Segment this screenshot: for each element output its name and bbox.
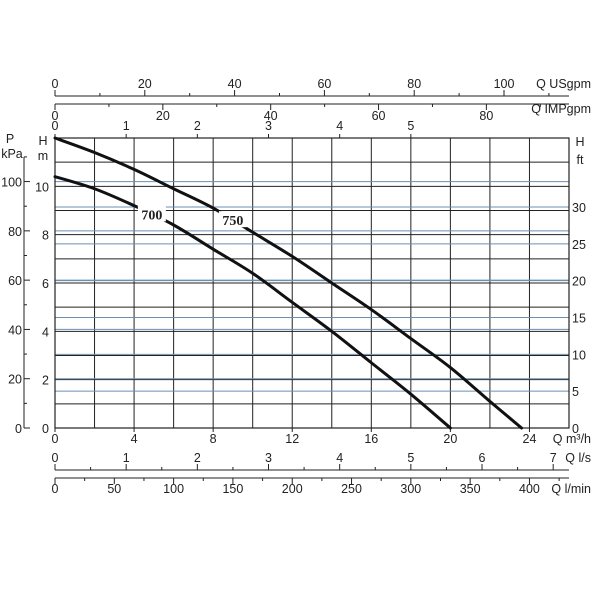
ls-unit-label: Q l/s — [565, 451, 591, 465]
y-tick-label: 8 — [42, 229, 49, 243]
ls-tick-label: 0 — [52, 451, 59, 465]
impgpm-tick-label: 40 — [264, 109, 278, 123]
x-tick-label: 4 — [131, 432, 138, 446]
axes-layer — [23, 90, 570, 484]
ft-tick-label: 10 — [572, 348, 586, 362]
ls-tick-label: 5 — [407, 451, 414, 465]
series-curve-700 — [53, 175, 452, 430]
ls-tick-label: 2 — [194, 451, 201, 465]
top-ls-tick-label: 4 — [336, 119, 343, 133]
x-tick-label: 16 — [364, 432, 378, 446]
usgpm-tick-label: 80 — [407, 77, 421, 91]
lmin-tick-label: 300 — [400, 482, 421, 496]
y-tick-label: 10 — [35, 180, 49, 194]
labels-layer: 0 4 8 12 16 20 24 Q m³/h0 1 2 3 4 5 6 7 Q l/s0 50 100 150 2… — [1, 77, 591, 496]
top-ls-tick-label: 1 — [123, 119, 130, 133]
kpa-tick-label: 60 — [8, 274, 22, 288]
ls-tick-label: 4 — [336, 451, 343, 465]
x-tick-label: 24 — [523, 432, 537, 446]
series-label-bg — [218, 211, 247, 228]
lmin-tick-label: 100 — [163, 482, 184, 496]
series-label-750: 750 — [222, 214, 243, 229]
usgpm-tick-label: 40 — [228, 77, 242, 91]
top-ls-tick-label: 3 — [265, 119, 272, 133]
top-ls-tick-label: 5 — [407, 119, 414, 133]
ls-tick-label: 6 — [479, 451, 486, 465]
ls-tick-label: 7 — [550, 451, 557, 465]
kpa-tick-label: 40 — [8, 323, 22, 337]
impgpm-tick-label: 0 — [52, 109, 59, 123]
ls-tick-label: 1 — [123, 451, 130, 465]
ft-tick-label: 0 — [572, 422, 579, 436]
lmin-unit-label: Q l/min — [551, 482, 591, 496]
lmin-tick-label: 400 — [519, 482, 540, 496]
kpa-tick-label: 80 — [8, 225, 22, 239]
ft-tick-label: 30 — [572, 201, 586, 215]
impgpm-tick-label: 20 — [156, 109, 170, 123]
y-unit-label-h: H — [38, 134, 47, 148]
impgpm-tick-label: 80 — [479, 109, 493, 123]
x-unit-label: Q m³/h — [553, 432, 591, 446]
y-tick-label: 0 — [42, 422, 49, 436]
grid-layer — [54, 137, 570, 429]
kpa-label-kpa: kPa — [1, 147, 23, 161]
ls-tick-label: 3 — [265, 451, 272, 465]
lmin-tick-label: 350 — [460, 482, 481, 496]
impgpm-unit-label: Q IMPgpm — [531, 102, 591, 116]
series-label-700: 700 — [141, 208, 162, 223]
series-curve-750 — [53, 136, 524, 430]
x-tick-label: 0 — [52, 432, 59, 446]
top-ls-tick-label: 2 — [194, 119, 201, 133]
ft-label-h: H — [575, 135, 584, 149]
lmin-tick-label: 0 — [52, 482, 59, 496]
lmin-tick-label: 150 — [222, 482, 243, 496]
y-tick-label: 4 — [42, 325, 49, 339]
y-tick-label: 2 — [42, 374, 49, 388]
plot-frame — [54, 137, 570, 429]
usgpm-unit-label: Q USgpm — [536, 77, 591, 91]
usgpm-tick-label: 100 — [494, 77, 515, 91]
impgpm-tick-label: 60 — [372, 109, 386, 123]
usgpm-tick-label: 0 — [52, 77, 59, 91]
ft-tick-label: 5 — [572, 385, 579, 399]
lmin-tick-label: 200 — [282, 482, 303, 496]
series-label-bg — [137, 205, 166, 222]
series-layer: 700 750 — [53, 136, 524, 430]
lmin-tick-label: 250 — [341, 482, 362, 496]
ft-tick-label: 20 — [572, 275, 586, 289]
usgpm-tick-label: 60 — [317, 77, 331, 91]
x-tick-label: 20 — [443, 432, 457, 446]
kpa-tick-label: 100 — [1, 176, 22, 190]
usgpm-tick-label: 20 — [138, 77, 152, 91]
x-tick-label: 8 — [210, 432, 217, 446]
x-tick-label: 12 — [285, 432, 299, 446]
ft-label-ft: ft — [577, 153, 584, 167]
kpa-tick-label: 0 — [15, 422, 22, 436]
top-ls-tick-label: 0 — [52, 119, 59, 133]
ft-tick-label: 25 — [572, 238, 586, 252]
kpa-tick-label: 20 — [8, 373, 22, 387]
y-unit-label-m: m — [38, 149, 48, 163]
lmin-tick-label: 50 — [107, 482, 121, 496]
kpa-label-p: P — [6, 132, 14, 146]
y-tick-label: 6 — [42, 277, 49, 291]
ft-tick-label: 15 — [572, 312, 586, 326]
